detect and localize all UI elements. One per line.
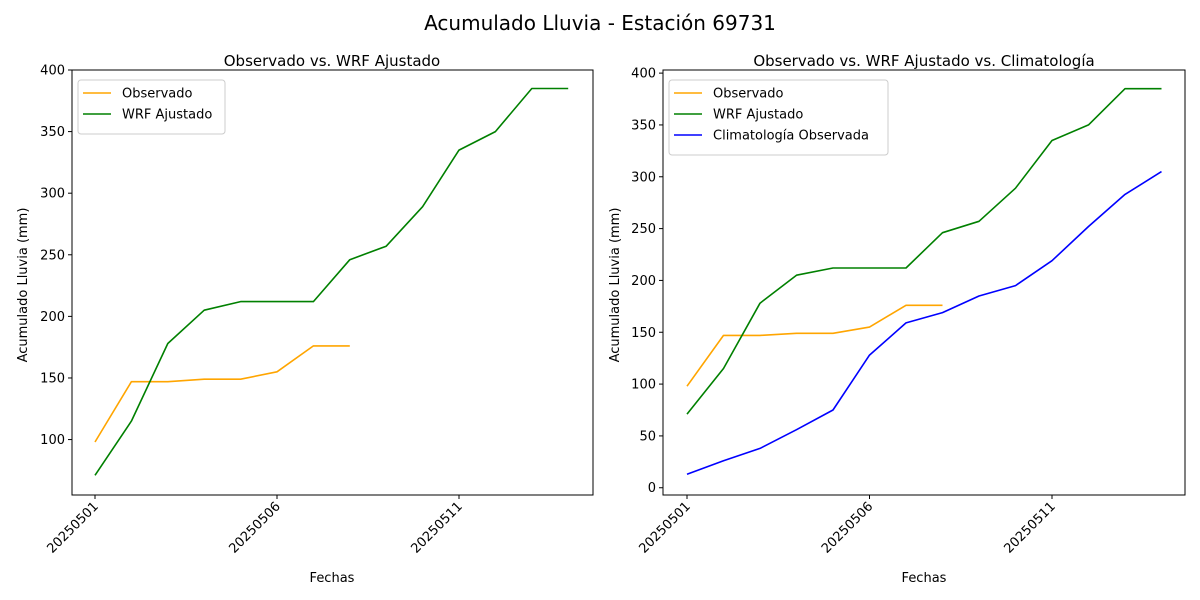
y-tick-label: 150 [40,371,65,386]
series-line-observado [686,304,943,387]
y-tick-label: 150 [631,326,656,341]
y-tick-label: 300 [631,170,656,185]
y-tick-label: 350 [631,118,656,133]
x-tick-label: 20250506 [226,499,283,556]
y-tick-label: 100 [40,433,65,448]
legend-left [77,79,226,135]
y-tick-label: 50 [639,429,656,444]
y-tick-label: 400 [40,64,65,79]
y-tick-label: 100 [631,378,656,393]
y-tick-label: 200 [40,310,65,325]
series-line-observado [94,345,350,443]
chart-right-ylabel: Acumulado Lluvia (mm) [608,208,623,363]
y-tick-label: 0 [648,481,656,496]
series-line-climatología-observada [686,170,1162,476]
legend-right [668,79,889,156]
x-tick-label: 20250511 [408,499,465,556]
legend-label: Climatología Observada [713,129,869,144]
x-tick-label: 20250511 [1001,499,1058,556]
plot-frame-right [662,69,1186,496]
legend-label: WRF Ajustado [122,108,212,123]
series-line-wrf-ajustado [686,87,1162,415]
figure-title: Acumulado Lluvia - Estación 69731 [424,11,776,35]
legend-label: WRF Ajustado [713,108,803,123]
legend-label: Observado [713,87,784,102]
y-tick-label: 350 [40,125,65,140]
chart-left-title: Observado vs. WRF Ajustado [224,52,440,70]
chart-left: Observado vs. WRF Ajustado Fechas Acumul… [16,52,594,586]
y-tick-label: 250 [631,222,656,237]
y-tick-label: 200 [631,274,656,289]
chart-right-xlabel: Fechas [902,571,947,586]
chart-right: Observado vs. WRF Ajustado vs. Climatolo… [608,52,1186,586]
y-tick-label: 300 [40,187,65,202]
chart-right-title: Observado vs. WRF Ajustado vs. Climatolo… [753,52,1094,70]
x-tick-label: 20250501 [44,499,101,556]
legend-label: Observado [122,87,193,102]
x-tick-label: 20250506 [819,499,876,556]
x-tick-label: 20250501 [636,499,693,556]
chart-left-xlabel: Fechas [310,571,355,586]
series-line-wrf-ajustado [94,87,569,476]
chart-left-ylabel: Acumulado Lluvia (mm) [16,208,31,363]
y-tick-label: 250 [40,248,65,263]
y-tick-label: 400 [631,67,656,82]
plot-frame-left [71,69,594,496]
